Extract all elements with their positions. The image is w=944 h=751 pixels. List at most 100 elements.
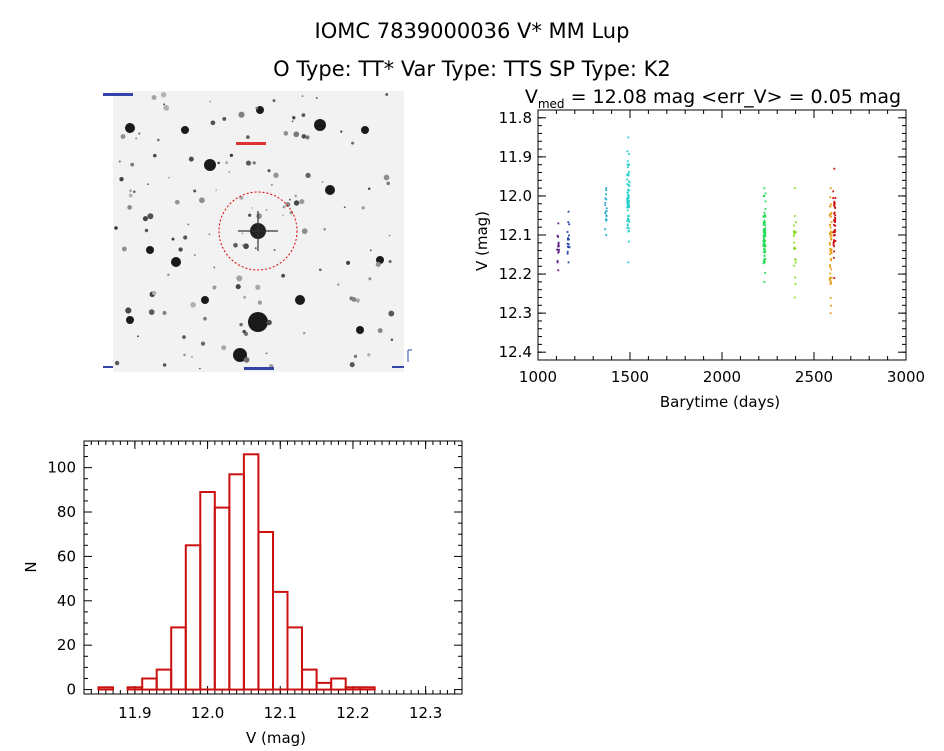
histogram-bar bbox=[228, 473, 245, 691]
background-star-icon bbox=[343, 206, 346, 209]
data-point bbox=[557, 222, 560, 225]
data-point bbox=[830, 212, 833, 214]
data-point bbox=[763, 230, 766, 232]
background-star-icon bbox=[337, 283, 340, 286]
background-star-icon bbox=[122, 246, 127, 252]
data-point bbox=[556, 234, 559, 237]
data-point bbox=[626, 224, 629, 227]
background-star-icon bbox=[321, 181, 324, 183]
data-point bbox=[566, 242, 569, 245]
data-point bbox=[762, 231, 765, 234]
data-point bbox=[834, 224, 837, 227]
y-tick-label: 100 bbox=[47, 459, 76, 477]
background-star-icon bbox=[246, 135, 250, 139]
data-point bbox=[764, 207, 767, 210]
background-star-icon bbox=[178, 247, 183, 252]
background-star-icon bbox=[243, 357, 250, 363]
data-point bbox=[762, 240, 765, 242]
background-star-icon bbox=[252, 161, 256, 165]
data-point bbox=[829, 312, 832, 315]
data-point bbox=[830, 248, 833, 251]
data-point bbox=[833, 224, 835, 226]
background-star-icon bbox=[208, 233, 211, 236]
background-star-icon bbox=[171, 257, 181, 267]
histogram-bar bbox=[97, 686, 114, 691]
background-star-icon bbox=[318, 268, 322, 272]
background-star-icon bbox=[356, 326, 364, 334]
data-point bbox=[604, 201, 607, 204]
data-point bbox=[829, 223, 832, 226]
image-label-mark bbox=[103, 366, 113, 368]
background-star-icon bbox=[148, 309, 155, 315]
light-curve-title-text: = 12.08 mag <err_V> = 0.05 mag bbox=[565, 86, 902, 108]
background-star-icon bbox=[270, 183, 273, 186]
y-tick-label: 0 bbox=[66, 681, 76, 699]
data-point bbox=[568, 223, 571, 226]
histogram-bar bbox=[286, 626, 303, 691]
histogram-xlabel: V (mag) bbox=[246, 729, 306, 747]
data-point bbox=[764, 250, 767, 253]
data-point bbox=[829, 264, 831, 266]
data-point bbox=[627, 166, 629, 169]
data-point bbox=[763, 281, 766, 283]
background-star-icon bbox=[193, 253, 196, 257]
data-point bbox=[833, 201, 835, 204]
background-star-icon bbox=[120, 134, 126, 139]
light-curve-title-v: V bbox=[525, 86, 538, 108]
background-star-icon bbox=[255, 106, 259, 110]
data-point bbox=[833, 167, 836, 170]
data-point bbox=[762, 215, 765, 218]
background-star-icon bbox=[151, 95, 157, 100]
data-point bbox=[829, 297, 832, 299]
background-star-icon bbox=[367, 353, 371, 357]
background-star-icon bbox=[163, 104, 170, 111]
data-point bbox=[626, 227, 629, 229]
data-point bbox=[834, 228, 836, 231]
data-point bbox=[566, 252, 569, 255]
data-point bbox=[793, 248, 795, 250]
background-star-icon bbox=[248, 312, 268, 332]
data-point bbox=[604, 228, 607, 231]
data-point bbox=[834, 240, 837, 242]
background-star-icon bbox=[212, 285, 217, 290]
background-star-icon bbox=[388, 260, 392, 263]
background-star-icon bbox=[126, 316, 134, 324]
y-tick-label: 20 bbox=[57, 636, 76, 654]
background-star-icon bbox=[390, 338, 394, 341]
data-point bbox=[764, 200, 767, 203]
data-point bbox=[557, 243, 560, 246]
data-point bbox=[627, 173, 630, 175]
background-star-icon bbox=[235, 284, 241, 290]
data-point bbox=[626, 183, 629, 186]
data-point bbox=[830, 234, 833, 237]
background-star-icon bbox=[128, 189, 133, 193]
data-point bbox=[792, 235, 795, 237]
data-point bbox=[828, 241, 831, 244]
background-star-icon bbox=[217, 161, 220, 165]
light-curve-chart: Vmed = 12.08 mag <err_V> = 0.05 mag 1000… bbox=[473, 86, 925, 411]
data-point bbox=[568, 238, 570, 241]
background-star-icon bbox=[301, 95, 304, 97]
data-point bbox=[626, 173, 629, 176]
background-star-icon bbox=[305, 135, 310, 140]
background-star-icon bbox=[315, 96, 318, 100]
background-star-icon bbox=[156, 138, 160, 142]
data-point bbox=[832, 241, 835, 244]
light-curve-title-subscript: med bbox=[538, 97, 565, 111]
data-point bbox=[627, 184, 630, 186]
data-point bbox=[829, 272, 832, 275]
background-star-icon bbox=[241, 244, 244, 246]
data-point bbox=[829, 213, 832, 215]
data-point bbox=[834, 234, 836, 237]
background-star-icon bbox=[375, 261, 381, 267]
background-star-icon bbox=[340, 130, 343, 133]
data-point bbox=[833, 250, 835, 253]
star-field-image bbox=[103, 91, 412, 372]
background-star-icon bbox=[200, 341, 206, 346]
data-point bbox=[832, 197, 835, 199]
data-point bbox=[828, 279, 831, 281]
data-point bbox=[626, 160, 629, 163]
data-point bbox=[605, 189, 608, 192]
data-point bbox=[605, 219, 608, 221]
data-point bbox=[764, 215, 767, 218]
